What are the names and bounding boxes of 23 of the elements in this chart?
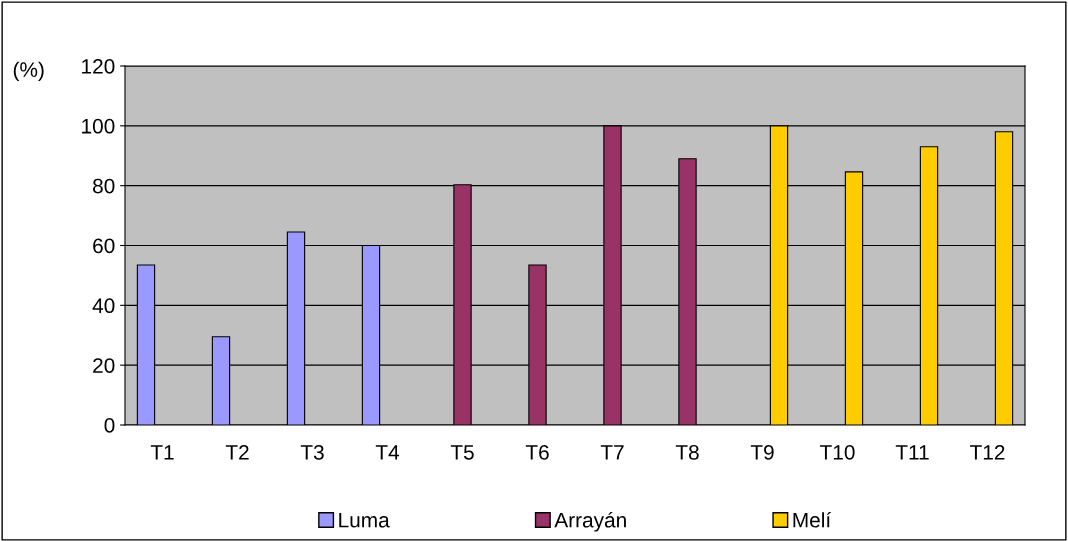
y-tick-label: 120: [82, 59, 115, 74]
x-tick-label: T1: [150, 445, 174, 460]
y-tick-label: 80: [93, 178, 115, 194]
x-tick-label: T7: [600, 445, 624, 460]
x-tick-label: T10: [820, 444, 855, 460]
x-tick-label: T11: [895, 445, 929, 460]
legend-label: Luma: [339, 512, 390, 528]
x-tick-label: T5: [450, 445, 474, 460]
y-tick-label: 60: [93, 238, 115, 254]
y-tick-label: 20: [93, 358, 115, 373]
x-tick-label: T8: [675, 444, 699, 460]
y-tick-label: 100: [82, 118, 115, 134]
y-tick-label: 40: [92, 298, 115, 314]
x-tick-label: T9: [750, 444, 774, 460]
x-tick-label: T3: [300, 444, 324, 460]
legend-label: Arrayán: [554, 511, 626, 532]
x-tick-label: T2: [225, 444, 249, 460]
y-axis-title: (%): [13, 61, 44, 82]
x-tick-label: T4: [375, 445, 400, 460]
x-tick-label: T6: [525, 444, 549, 460]
y-tick-label: 0: [104, 418, 115, 433]
legend-label: Melí: [793, 511, 832, 528]
x-tick-label: T12: [970, 444, 1005, 460]
